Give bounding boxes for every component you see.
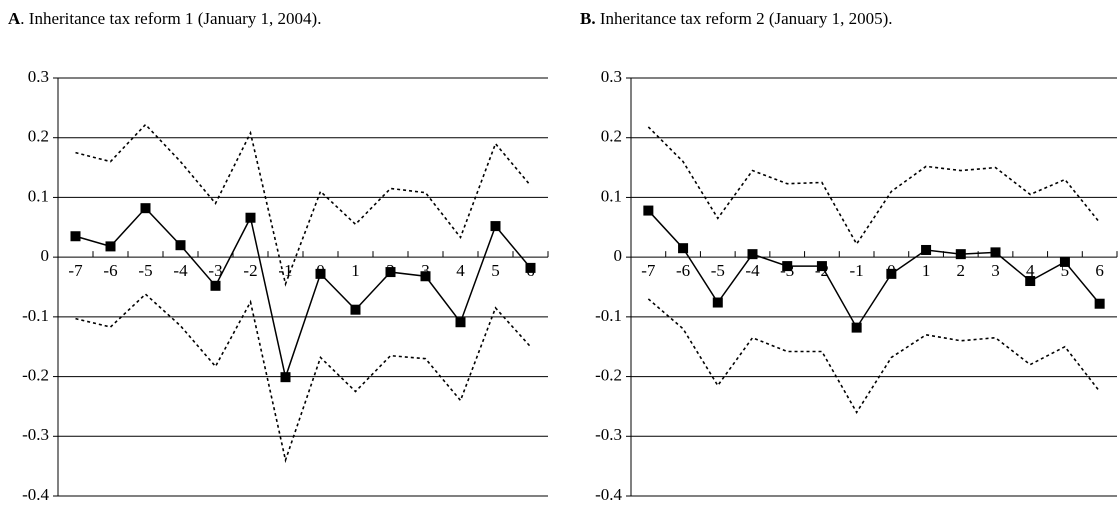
marker xyxy=(1094,298,1105,309)
y-tick-label: -0.1 xyxy=(595,306,622,325)
series-line xyxy=(75,293,532,464)
marker xyxy=(851,322,862,333)
marker xyxy=(921,244,932,255)
marker xyxy=(990,247,1001,258)
x-tick-label: -4 xyxy=(745,261,760,280)
marker xyxy=(747,249,758,260)
y-tick-label: 0.1 xyxy=(601,186,622,205)
y-tick-label: 0.3 xyxy=(28,67,49,86)
marker xyxy=(105,241,116,252)
marker xyxy=(525,262,536,273)
x-tick-label: 1 xyxy=(922,261,931,280)
x-tick-label: -7 xyxy=(68,261,83,280)
marker xyxy=(420,271,431,282)
marker xyxy=(490,221,501,232)
panel-label: B. xyxy=(580,9,596,28)
series-line xyxy=(75,207,532,380)
series-line xyxy=(75,123,532,287)
x-tick-label: 1 xyxy=(351,261,360,280)
title: . Inheritance tax reform 1 (January 1, 2… xyxy=(20,9,321,28)
x-tick-label: -5 xyxy=(138,261,152,280)
y-tick-label: -0.2 xyxy=(22,365,49,384)
series-line xyxy=(647,210,1101,330)
y-tick-label: 0.1 xyxy=(28,186,49,205)
marker xyxy=(140,203,151,214)
marker xyxy=(455,317,466,328)
panel-title: A. Inheritance tax reform 1 (January 1, … xyxy=(8,9,321,28)
x-tick-label: -4 xyxy=(173,261,188,280)
marker xyxy=(955,249,966,260)
panel-title: B. Inheritance tax reform 2 (January 1, … xyxy=(580,9,893,28)
y-tick-label: 0 xyxy=(614,246,623,265)
series-line xyxy=(647,298,1101,414)
series-line xyxy=(647,126,1101,246)
marker xyxy=(1059,256,1070,267)
x-tick-label: -5 xyxy=(711,261,725,280)
y-tick-label: -0.4 xyxy=(595,485,622,504)
marker xyxy=(350,304,361,315)
x-tick-label: -1 xyxy=(850,261,864,280)
y-tick-label: 0 xyxy=(41,246,50,265)
marker xyxy=(1025,276,1036,287)
x-tick-label: 3 xyxy=(991,261,1000,280)
marker xyxy=(210,280,221,291)
x-tick-label: -3 xyxy=(208,261,222,280)
x-tick-label: -6 xyxy=(103,261,117,280)
y-tick-label: -0.2 xyxy=(595,365,622,384)
x-tick-label: -1 xyxy=(278,261,292,280)
marker xyxy=(70,231,81,242)
x-tick-label: -6 xyxy=(676,261,690,280)
panel-label: A xyxy=(8,9,21,28)
x-tick-label: 4 xyxy=(1026,261,1035,280)
marker xyxy=(643,205,654,216)
marker xyxy=(280,372,291,383)
x-tick-label: 5 xyxy=(1061,261,1070,280)
x-tick-label: 2 xyxy=(957,261,966,280)
marker xyxy=(712,297,723,308)
title: Inheritance tax reform 2 (January 1, 200… xyxy=(596,9,893,28)
y-tick-label: -0.4 xyxy=(22,485,49,504)
x-tick-label: 5 xyxy=(491,261,500,280)
marker xyxy=(782,261,793,272)
y-tick-label: -0.3 xyxy=(22,425,49,444)
marker xyxy=(678,243,689,254)
y-tick-label: 0.2 xyxy=(601,127,622,146)
marker xyxy=(245,212,256,223)
marker xyxy=(816,261,827,272)
marker xyxy=(175,240,186,251)
x-tick-label: -7 xyxy=(641,261,656,280)
y-tick-label: -0.3 xyxy=(595,425,622,444)
marker xyxy=(315,268,326,279)
x-tick-label: -2 xyxy=(243,261,257,280)
marker xyxy=(385,267,396,278)
y-tick-label: -0.1 xyxy=(22,306,49,325)
x-tick-label: 4 xyxy=(456,261,465,280)
y-tick-label: 0.2 xyxy=(28,127,49,146)
x-tick-label: 3 xyxy=(421,261,430,280)
y-tick-label: 0.3 xyxy=(601,67,622,86)
marker xyxy=(886,268,897,279)
x-tick-label: 6 xyxy=(1095,261,1104,280)
